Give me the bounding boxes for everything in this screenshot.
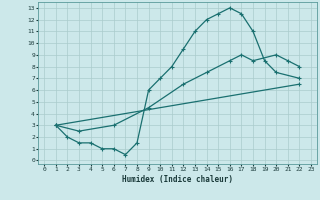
X-axis label: Humidex (Indice chaleur): Humidex (Indice chaleur) — [122, 175, 233, 184]
